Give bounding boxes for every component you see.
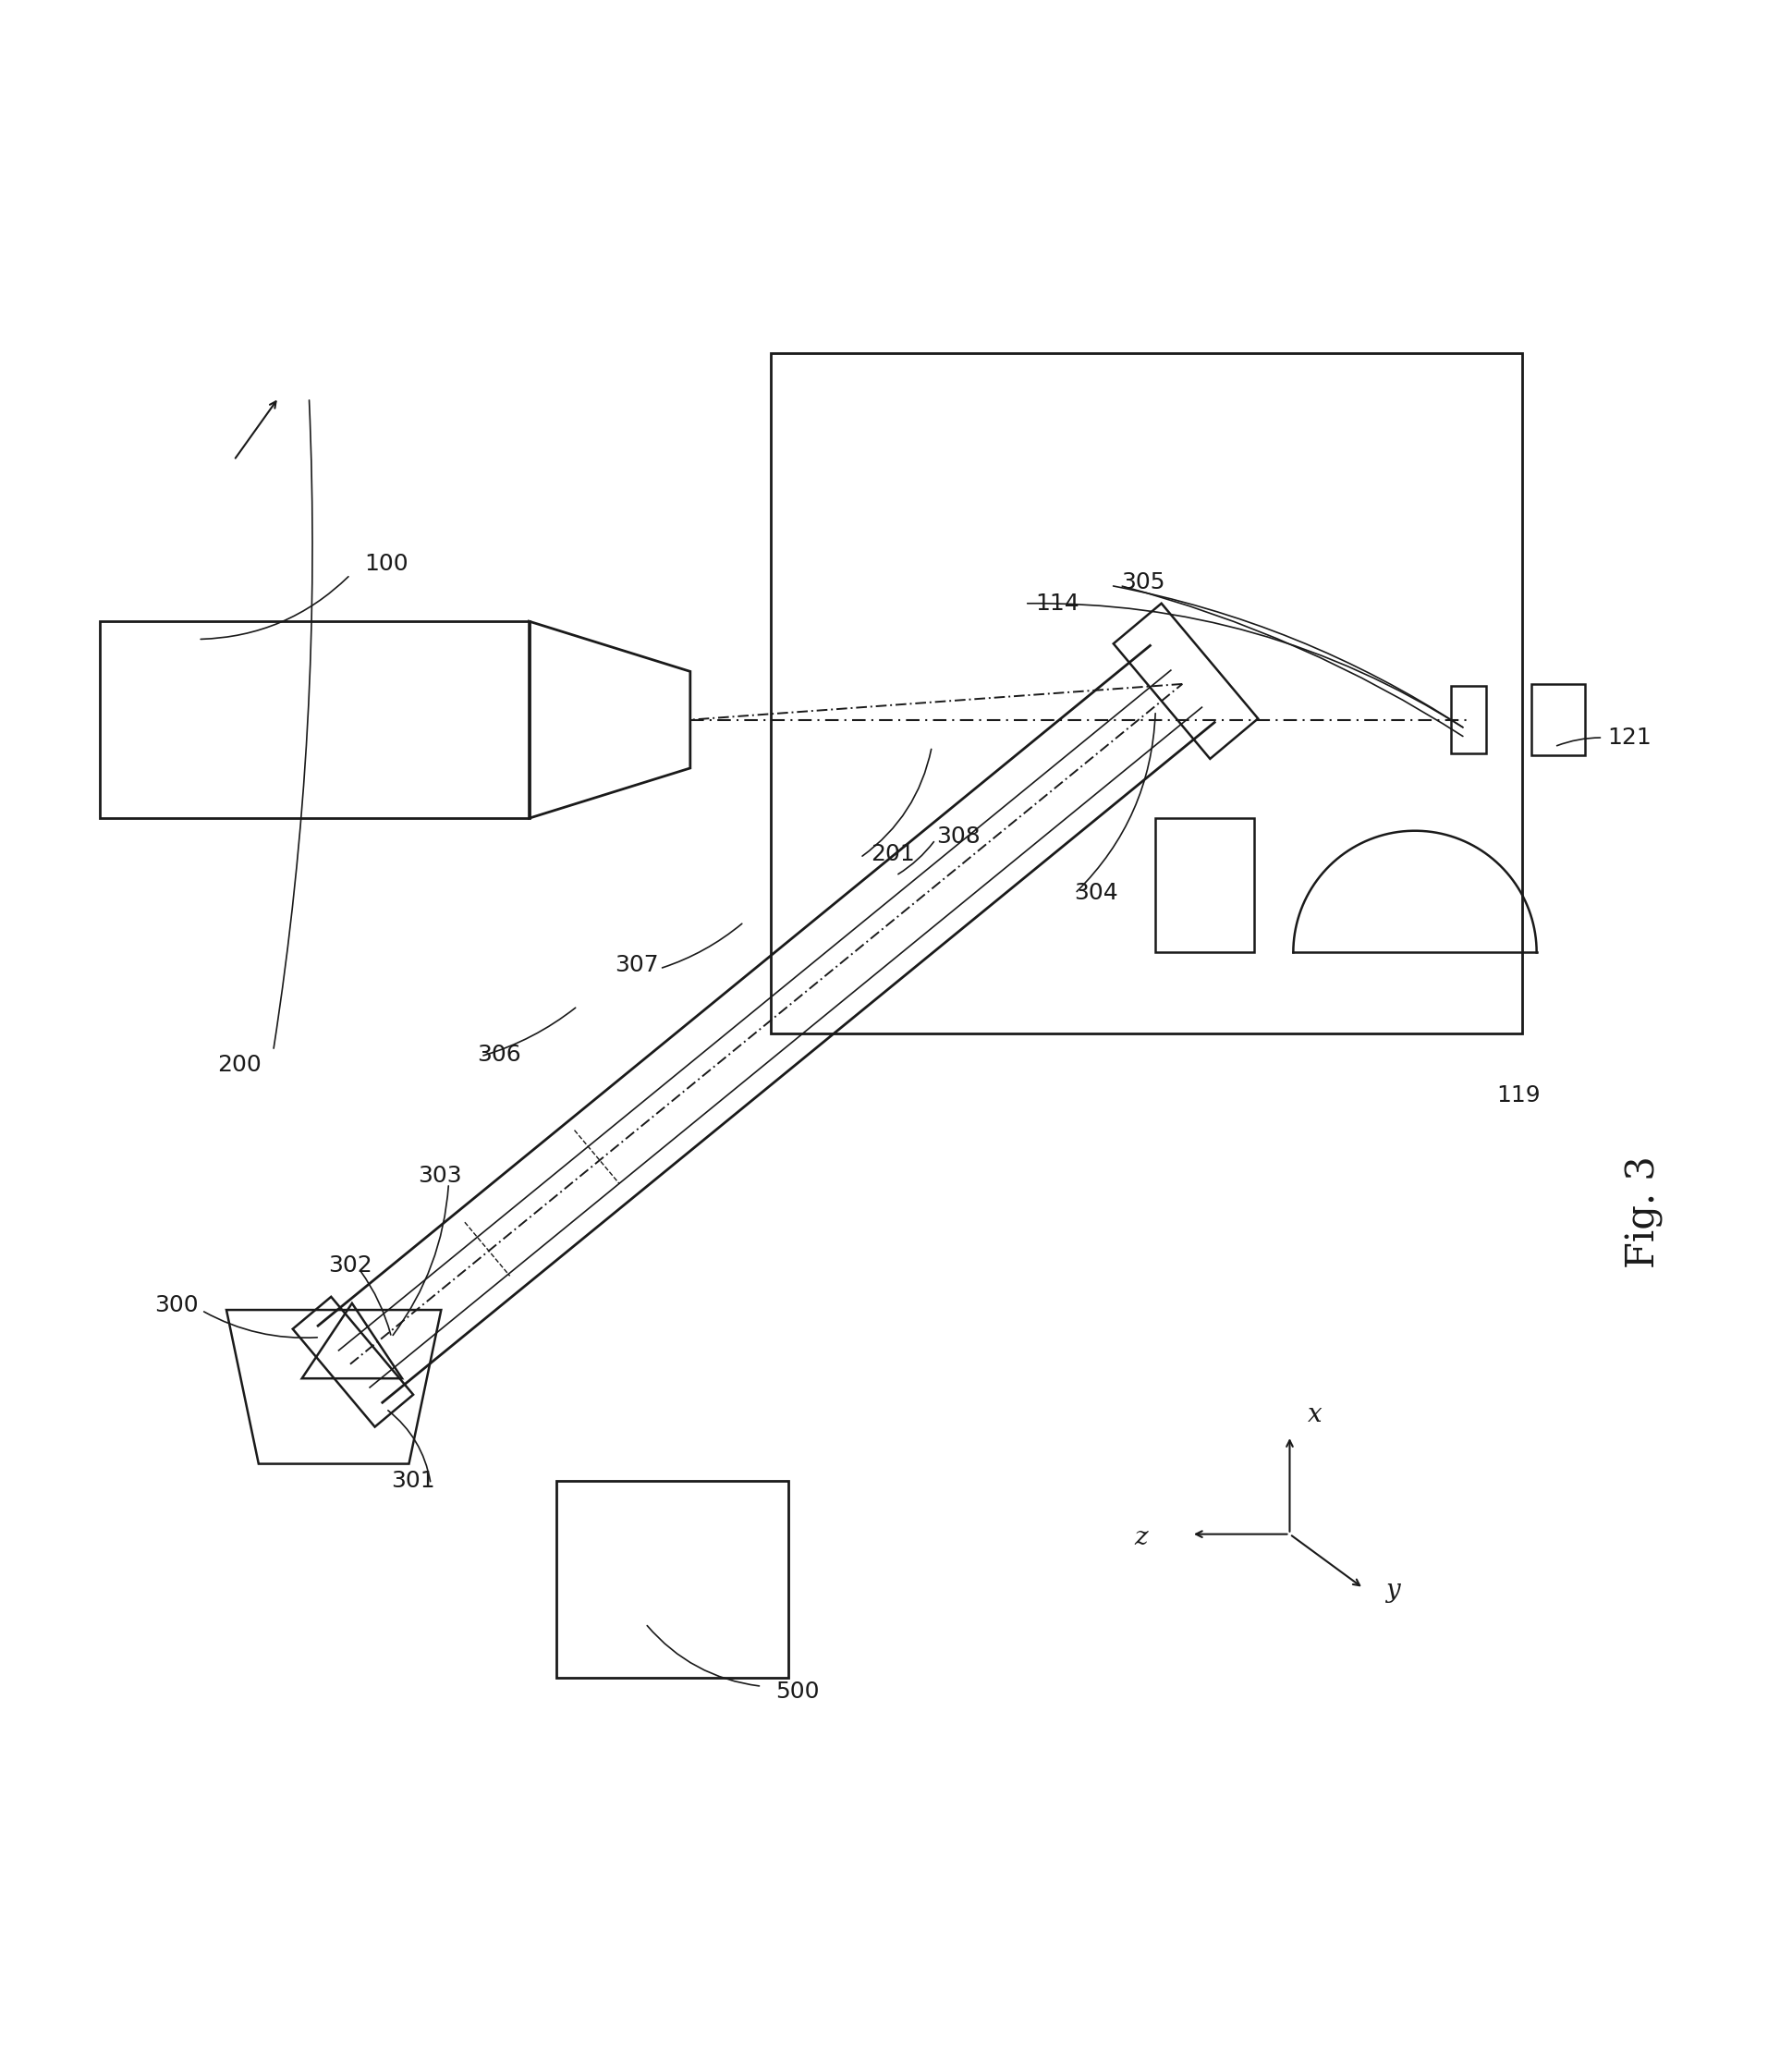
Text: 302: 302 (328, 1254, 373, 1277)
Text: 308: 308 (937, 824, 980, 847)
Text: x: x (1308, 1403, 1322, 1428)
Text: Fig. 3: Fig. 3 (1625, 1155, 1663, 1269)
Text: 307: 307 (615, 954, 658, 975)
Bar (100, 622, 529, 818)
Bar (1156, 818, 1254, 952)
Text: 114: 114 (1036, 593, 1079, 614)
Text: 119: 119 (1496, 1085, 1541, 1107)
Bar (1530, 684, 1584, 756)
Text: 201: 201 (871, 843, 914, 866)
Text: 100: 100 (364, 554, 409, 574)
Text: 305: 305 (1122, 570, 1165, 593)
Text: 500: 500 (776, 1680, 819, 1702)
Text: 200: 200 (217, 1054, 262, 1076)
Text: y: y (1385, 1578, 1400, 1603)
Bar (771, 353, 1521, 1033)
Text: 306: 306 (477, 1043, 521, 1066)
Text: 121: 121 (1607, 727, 1652, 748)
Text: 301: 301 (391, 1469, 435, 1492)
Text: z: z (1134, 1525, 1147, 1550)
Text: 304: 304 (1075, 882, 1118, 905)
Bar (556, 1481, 788, 1678)
Text: 303: 303 (418, 1165, 462, 1188)
Text: 300: 300 (154, 1293, 199, 1316)
Bar (1452, 686, 1487, 754)
